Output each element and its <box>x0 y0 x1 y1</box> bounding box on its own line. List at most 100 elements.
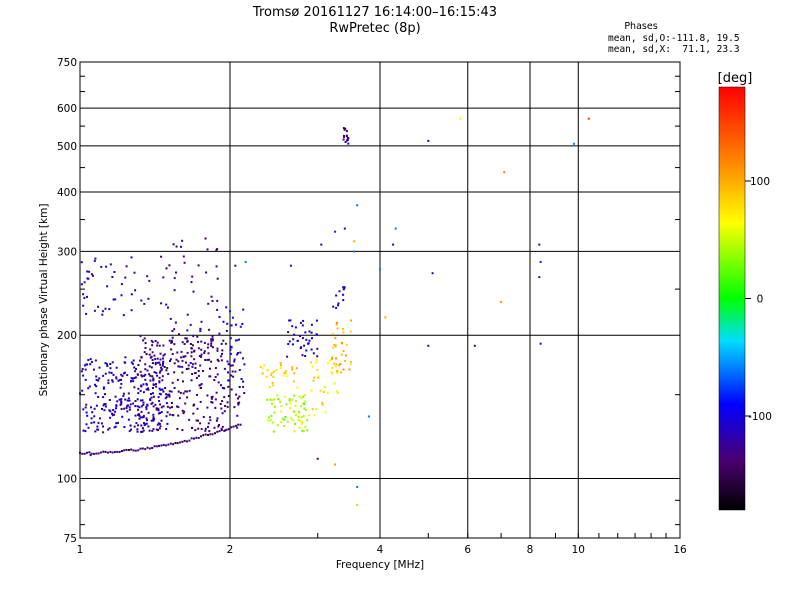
data-point <box>225 306 228 309</box>
data-point <box>102 450 105 453</box>
data-point <box>143 351 146 354</box>
data-point <box>141 427 144 430</box>
data-point <box>156 423 159 426</box>
data-point <box>227 385 230 388</box>
data-point <box>208 358 210 361</box>
data-point <box>81 368 84 370</box>
data-point <box>134 376 137 379</box>
data-point <box>95 385 98 388</box>
data-point <box>301 421 303 424</box>
colorbar-tick-label: 0 <box>757 294 764 306</box>
data-point <box>343 287 346 290</box>
data-point <box>83 296 86 299</box>
data-point <box>294 423 296 425</box>
data-point <box>209 367 211 370</box>
data-point <box>206 346 209 349</box>
data-point <box>186 351 189 354</box>
data-point <box>158 381 161 384</box>
data-point <box>186 329 189 332</box>
data-point <box>298 410 301 413</box>
data-point <box>286 420 289 423</box>
data-point <box>234 339 237 342</box>
data-point <box>317 376 320 379</box>
data-point <box>120 294 123 297</box>
data-point <box>113 451 116 453</box>
data-point <box>111 451 114 454</box>
data-point <box>320 243 323 246</box>
data-point <box>118 451 121 453</box>
data-point <box>149 374 152 377</box>
data-point <box>337 304 339 307</box>
data-point <box>334 344 337 347</box>
data-point <box>283 371 285 374</box>
data-point <box>181 239 184 242</box>
data-point <box>283 425 286 427</box>
data-point <box>182 255 185 258</box>
data-point <box>199 327 202 330</box>
data-point <box>149 348 152 351</box>
data-point <box>165 369 168 372</box>
data-point <box>431 272 434 275</box>
data-point <box>158 387 161 390</box>
data-point <box>342 286 345 289</box>
data-point <box>154 403 157 406</box>
data-point <box>279 401 282 404</box>
data-point <box>97 305 99 308</box>
colorbar-label: [deg] <box>718 71 753 86</box>
data-point <box>236 339 239 342</box>
data-point <box>333 362 336 365</box>
data-point <box>114 395 117 398</box>
data-point <box>292 380 295 383</box>
data-point <box>193 349 196 352</box>
data-point <box>213 426 216 429</box>
data-point <box>90 273 93 276</box>
data-point <box>214 398 217 401</box>
data-point <box>160 366 163 369</box>
data-point <box>90 361 93 363</box>
data-point <box>317 375 320 378</box>
data-point <box>159 412 161 414</box>
stats-line-x: mean, sd,X: 71.1, 23.3 <box>608 44 740 55</box>
data-point <box>165 428 168 430</box>
data-point <box>172 443 175 446</box>
data-point <box>331 355 334 358</box>
data-point <box>209 416 211 419</box>
data-point <box>86 363 89 366</box>
data-point <box>309 361 312 364</box>
data-point <box>104 393 106 396</box>
data-point <box>280 367 282 369</box>
data-point <box>134 289 137 292</box>
data-point <box>350 319 352 322</box>
data-point <box>128 406 131 409</box>
data-point <box>146 275 149 278</box>
data-point <box>216 299 219 302</box>
data-point <box>315 358 318 361</box>
data-point <box>193 437 195 440</box>
data-point <box>333 343 336 346</box>
data-point <box>162 390 165 393</box>
data-point <box>339 363 342 365</box>
data-point <box>216 349 219 352</box>
data-point <box>126 410 129 413</box>
data-point <box>340 341 343 344</box>
data-point <box>85 423 88 426</box>
data-point <box>147 388 150 391</box>
data-point <box>129 403 132 406</box>
data-point <box>294 404 297 407</box>
y-tick-label: 750 <box>57 57 77 69</box>
data-point <box>158 423 161 425</box>
data-point <box>229 337 232 340</box>
data-point <box>210 360 213 363</box>
data-point <box>161 388 164 391</box>
data-point <box>139 335 142 338</box>
data-point <box>342 368 345 371</box>
data-point <box>208 375 211 378</box>
data-point <box>83 452 86 455</box>
data-point <box>130 377 133 379</box>
data-point <box>342 350 345 353</box>
data-point <box>293 333 296 336</box>
data-point <box>200 353 203 356</box>
data-point <box>276 394 279 397</box>
data-point <box>150 355 153 358</box>
data-point <box>204 433 207 436</box>
